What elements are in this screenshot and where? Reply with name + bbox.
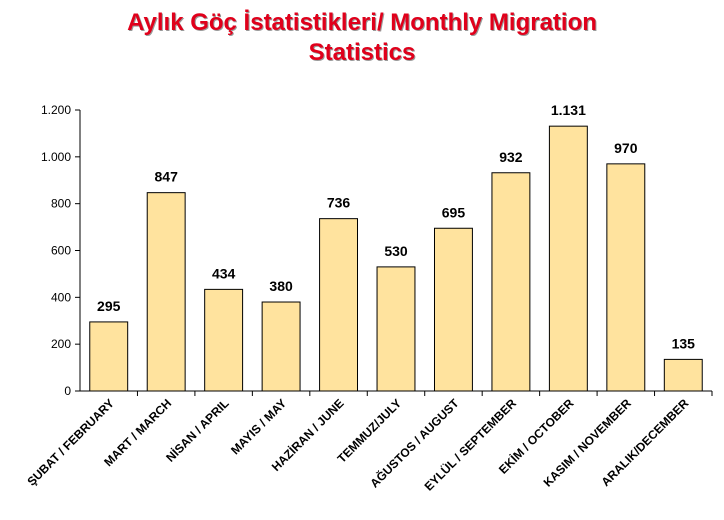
chart-title-line-1: Aylık Göç İstatistikleri/ Monthly Migrat… bbox=[127, 9, 597, 36]
bar bbox=[261, 301, 301, 392]
data-label: 135 bbox=[672, 335, 696, 351]
y-tick-label: 1.200 bbox=[41, 103, 71, 117]
bar bbox=[204, 288, 244, 392]
data-label: 970 bbox=[614, 140, 638, 156]
y-tick-label: 600 bbox=[51, 244, 71, 258]
data-label: 1.131 bbox=[551, 102, 586, 118]
chart-title-line-2: Statistics bbox=[308, 39, 416, 66]
bar bbox=[663, 358, 703, 392]
data-label: 434 bbox=[212, 265, 236, 281]
data-label: 932 bbox=[499, 149, 523, 165]
chart-title: Aylık Göç İstatistikleri/ Monthly Migrat… bbox=[0, 8, 724, 68]
x-category-label: EYLÜL / SEPTEMBER bbox=[421, 395, 519, 493]
data-label: 295 bbox=[97, 298, 121, 314]
x-category-label: ŞUBAT / FEBRUARY bbox=[24, 396, 116, 488]
data-label: 695 bbox=[442, 204, 466, 220]
y-tick-label: 1.000 bbox=[41, 150, 71, 164]
x-category-label: MAYIS / MAY bbox=[228, 396, 289, 457]
bar bbox=[491, 172, 531, 392]
data-label: 380 bbox=[269, 278, 293, 294]
y-tick-label: 400 bbox=[51, 290, 71, 304]
data-label: 736 bbox=[327, 195, 351, 211]
data-label: 530 bbox=[384, 243, 408, 259]
bar bbox=[376, 266, 416, 392]
y-tick-label: 0 bbox=[64, 384, 71, 398]
bar bbox=[319, 218, 359, 392]
bar bbox=[548, 125, 588, 392]
y-tick-label: 200 bbox=[51, 337, 71, 351]
y-tick-label: 800 bbox=[51, 197, 71, 211]
data-label: 847 bbox=[155, 169, 179, 185]
bar bbox=[433, 227, 473, 392]
bar bbox=[89, 321, 129, 392]
bar bbox=[606, 163, 646, 392]
bar bbox=[146, 192, 186, 392]
